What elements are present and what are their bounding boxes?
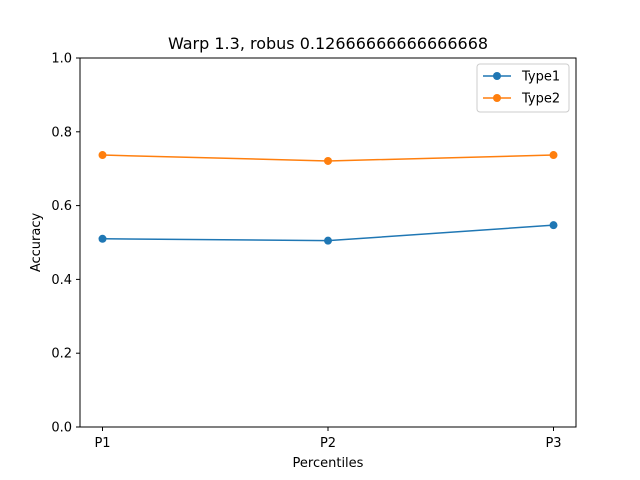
y-axis: 0.0 0.2 0.4 0.6 0.8 1.0 [51, 52, 80, 436]
y-tick-label: 0.6 [51, 199, 72, 214]
x-axis-label: Percentiles [293, 456, 364, 471]
legend: Type1 Type2 [476, 63, 570, 113]
data-point-type2 [549, 151, 558, 160]
legend-marker-type1 [493, 72, 501, 80]
y-axis-label: Accuracy [29, 213, 44, 273]
data-point-type1 [324, 236, 332, 245]
legend-marker-type2 [493, 94, 501, 102]
legend-label-type2: Type2 [521, 92, 560, 107]
x-tick-label: P1 [94, 436, 110, 451]
y-tick-label: 0.4 [51, 273, 72, 288]
data-point-type1 [98, 234, 107, 243]
x-tick-label: P2 [320, 436, 336, 451]
y-tick-label: 0.8 [51, 125, 72, 140]
data-point-type2 [324, 156, 332, 165]
x-tick-label: P3 [545, 436, 561, 451]
series-layer [98, 151, 558, 245]
data-point-type1 [549, 221, 558, 230]
data-point-type2 [98, 151, 107, 160]
chart-title: Warp 1.3, robus 0.12666666666666668 [168, 34, 488, 53]
legend-label-type1: Type1 [521, 70, 560, 85]
y-tick-label: 0.2 [51, 347, 72, 362]
x-axis: P1 P2 P3 [94, 427, 562, 451]
y-tick-label: 0.0 [51, 421, 72, 436]
y-tick-label: 1.0 [51, 52, 72, 67]
